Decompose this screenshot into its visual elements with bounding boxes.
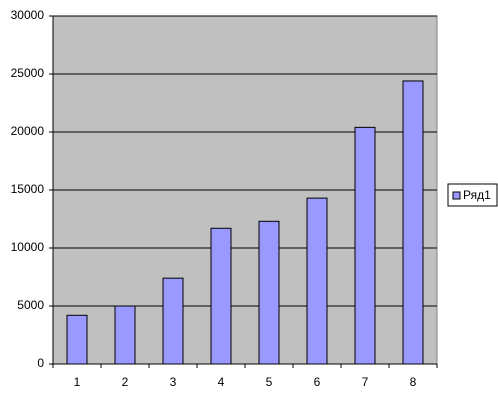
y-tick-label: 5000	[17, 298, 44, 312]
legend-box	[447, 183, 498, 207]
bar	[114, 305, 136, 365]
y-tick-label: 30000	[11, 8, 45, 22]
bar	[210, 227, 232, 365]
y-tick-label: 25000	[11, 66, 45, 80]
y-tick-label: 15000	[11, 182, 45, 196]
x-tick-label: 3	[170, 375, 177, 389]
y-tick-label: 10000	[11, 240, 45, 254]
bar	[402, 80, 424, 365]
x-tick-label: 4	[218, 375, 225, 389]
legend-swatch	[452, 191, 461, 200]
bar	[258, 220, 280, 365]
x-tick-label: 6	[314, 375, 321, 389]
x-tick-label: 8	[410, 375, 417, 389]
x-tick-label: 2	[122, 375, 129, 389]
x-tick-label: 1	[74, 375, 81, 389]
bar	[354, 126, 376, 365]
y-tick-label: 0	[37, 356, 44, 370]
bar	[306, 197, 328, 365]
bar	[66, 314, 88, 365]
legend-label: Ряд1	[463, 188, 491, 202]
x-tick-label: 7	[362, 375, 369, 389]
y-tick-label: 20000	[11, 124, 45, 138]
bar	[162, 277, 184, 365]
x-tick-label: 5	[266, 375, 273, 389]
